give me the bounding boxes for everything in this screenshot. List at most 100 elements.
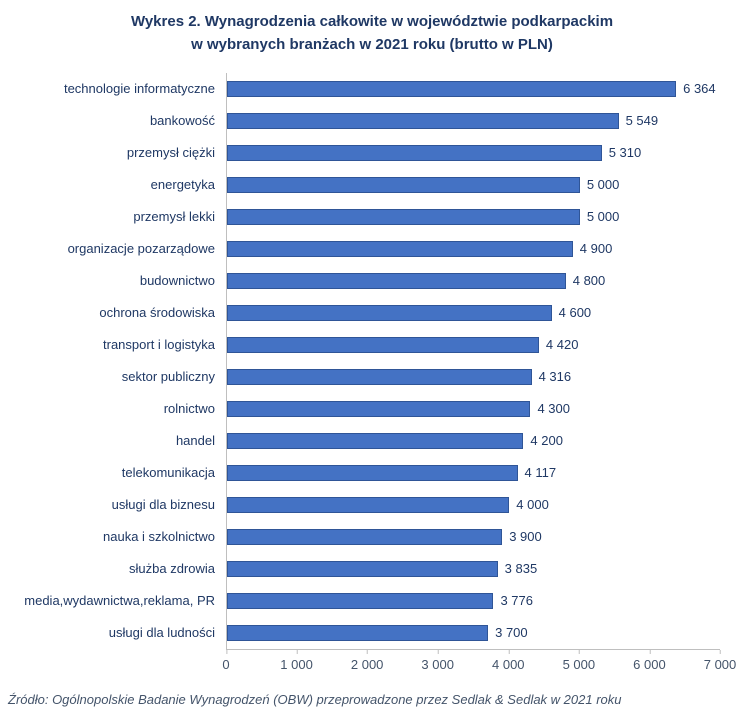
chart-row: media,wydawnictwa,reklama, PR 3 776 — [8, 584, 736, 617]
x-axis-tick-label: 5 000 — [562, 649, 596, 672]
chart-row: telekomunikacja 4 117 — [8, 456, 736, 489]
plot-cell: 3 700 — [226, 616, 721, 649]
category-label: telekomunikacja — [121, 465, 215, 480]
chart-row: przemysł ciężki 5 310 — [8, 136, 736, 169]
chart-row: nauka i szkolnictwo 3 900 — [8, 520, 736, 553]
bar — [227, 80, 677, 97]
chart-row: budownictwo 4 800 — [8, 264, 736, 297]
bar — [227, 624, 489, 641]
value-label: 3 700 — [495, 625, 528, 640]
value-label: 5 310 — [608, 145, 642, 160]
plot-cell: 4 420 — [226, 328, 721, 361]
category-label: przemysł lekki — [133, 209, 215, 224]
bar — [227, 592, 494, 609]
plot-cell: 4 300 — [226, 392, 721, 425]
chart-row: ochrona środowiska 4 600 — [8, 296, 736, 329]
value-label: 4 000 — [516, 497, 549, 512]
bar — [227, 560, 498, 577]
category-label: media,wydawnictwa,reklama, PR — [24, 593, 215, 608]
x-axis-tick-label: 7 000 — [703, 649, 737, 672]
chart-title: Wykres 2. Wynagrodzenia całkowite w woje… — [8, 10, 736, 57]
category-label: energetyka — [150, 177, 215, 192]
value-label: 4 600 — [558, 305, 592, 320]
chart-row: sektor publiczny 4 316 — [8, 360, 736, 393]
chart-title-line1: Wykres 2. Wynagrodzenia całkowite w woje… — [130, 13, 614, 30]
plot-cell: 4 600 — [226, 296, 721, 329]
chart-row: bankowość 5 549 — [8, 104, 736, 137]
bar — [227, 496, 510, 513]
x-axis: 0 1 000 2 000 3 000 4 000 5 000 6 000 7 000 — [222, 648, 736, 676]
value-label: 3 776 — [500, 593, 534, 608]
plot-cell: 5 549 — [226, 104, 721, 137]
category-label: bankowość — [149, 113, 215, 128]
plot-cell: 4 316 — [226, 360, 721, 393]
chart-row: rolnictwo 4 300 — [8, 392, 736, 425]
category-label: służba zdrowia — [129, 561, 215, 576]
value-label: 4 117 — [524, 465, 557, 480]
x-axis-tick-label: 4 000 — [492, 649, 525, 672]
chart-row: przemysł lekki 5 000 — [8, 200, 736, 233]
plot-cell: 4 200 — [226, 424, 721, 457]
value-label: 4 900 — [579, 241, 613, 256]
source-note: Źródło: Ogólnopolskie Badanie Wynagrodze… — [8, 691, 622, 707]
category-label: budownictwo — [139, 273, 215, 288]
plot-cell: 6 364 — [226, 72, 721, 105]
bar — [227, 112, 619, 129]
chart-row: organizacje pozarządowe 4 900 — [8, 232, 736, 265]
bar — [227, 304, 552, 321]
category-label: rolnictwo — [163, 401, 215, 416]
plot-cell: 4 000 — [226, 488, 721, 521]
value-label: 4 316 — [538, 369, 572, 384]
bar — [227, 432, 524, 449]
value-label: 5 000 — [586, 177, 620, 192]
value-label: 6 364 — [683, 81, 716, 96]
bar — [227, 240, 573, 257]
category-label: usługi dla biznesu — [111, 497, 215, 512]
value-label: 4 800 — [572, 273, 606, 288]
bar — [227, 336, 539, 353]
value-label: 3 900 — [509, 529, 542, 544]
category-label: przemysł ciężki — [126, 145, 215, 160]
chart-row: usługi dla biznesu 4 000 — [8, 488, 736, 521]
plot-cell: 3 900 — [226, 520, 721, 553]
chart-row: handel 4 200 — [8, 424, 736, 457]
bar — [227, 144, 602, 161]
chart-row: technologie informatyczne 6 364 — [8, 72, 736, 105]
bar — [227, 464, 518, 481]
chart-row: energetyka 5 000 — [8, 168, 736, 201]
x-axis-tick-label: 6 000 — [633, 649, 666, 672]
value-label: 4 420 — [545, 337, 579, 352]
chart-row: usługi dla ludności 3 700 — [8, 616, 736, 649]
category-label: organizacje pozarządowe — [67, 241, 215, 256]
bar — [227, 528, 503, 545]
chart-rows: technologie informatyczne 6 364 bankowość 5… — [8, 72, 736, 649]
value-label: 5 549 — [625, 113, 659, 128]
plot-cell: 4 900 — [226, 232, 721, 265]
x-axis-tick-label: 0 — [222, 649, 230, 672]
x-axis-tick-label: 1 000 — [280, 649, 313, 672]
bar-chart: technologie informatyczne 6 364 bankowość 5… — [8, 72, 736, 676]
plot-cell: 3 776 — [226, 584, 721, 617]
category-label: usługi dla ludności — [108, 625, 215, 640]
chart-row: transport i logistyka 4 420 — [8, 328, 736, 361]
category-label: nauka i szkolnictwo — [103, 529, 215, 544]
bar — [227, 176, 580, 193]
bar — [227, 368, 532, 385]
bar — [227, 272, 566, 289]
value-label: 4 200 — [530, 433, 563, 448]
plot-cell: 4 800 — [226, 264, 721, 297]
value-label: 5 000 — [586, 209, 620, 224]
bar — [227, 400, 531, 417]
category-label: technologie informatyczne — [63, 81, 215, 96]
bar — [227, 208, 580, 225]
category-label: ochrona środowiska — [99, 305, 215, 320]
x-axis-tick-label: 2 000 — [350, 649, 384, 672]
plot-cell: 5 000 — [226, 168, 721, 201]
chart-row: służba zdrowia 3 835 — [8, 552, 736, 585]
chart-title-line2: w wybranych branżach w 2021 roku (brutto… — [191, 36, 553, 54]
category-label: handel — [175, 433, 215, 448]
plot-cell: 5 310 — [226, 136, 721, 169]
value-label: 4 300 — [537, 401, 570, 416]
plot-cell: 5 000 — [226, 200, 721, 233]
